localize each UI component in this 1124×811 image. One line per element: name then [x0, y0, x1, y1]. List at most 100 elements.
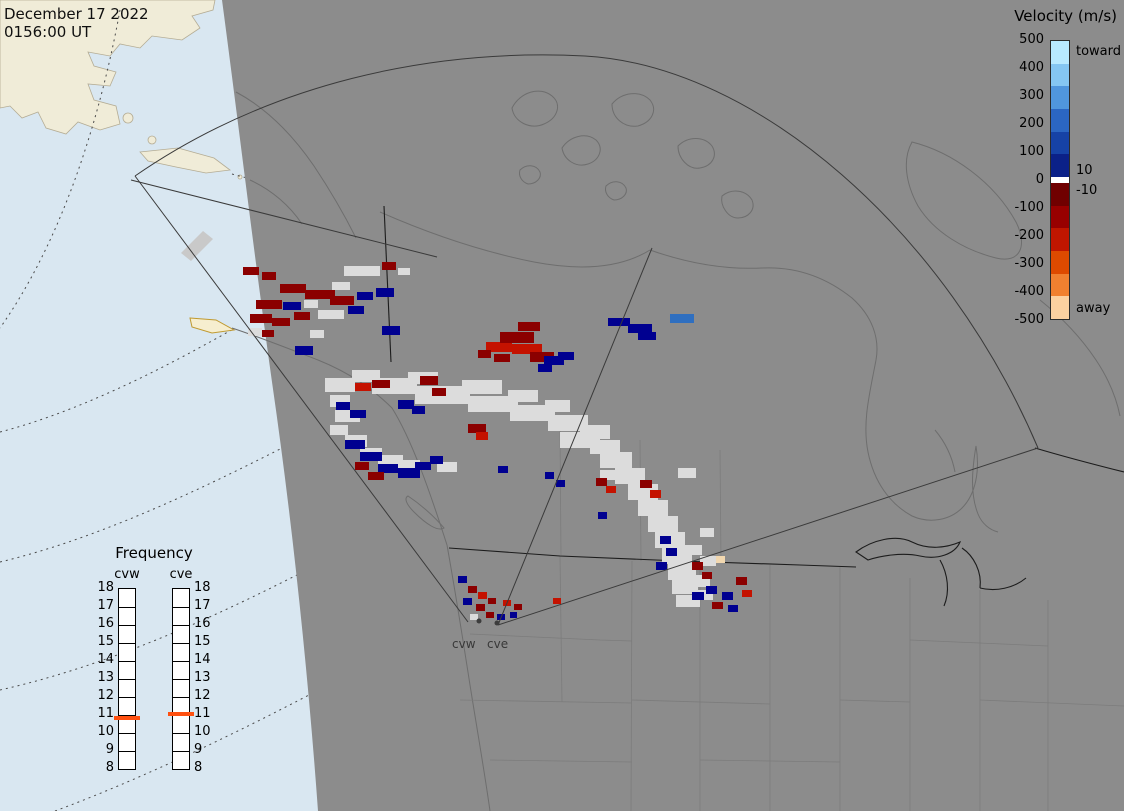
colorbar-segment — [1051, 205, 1069, 229]
echo-cell — [398, 460, 420, 470]
velocity-ticks: 500 400 300 200 100 0 -100 -200 -300 -400 -500 — [996, 32, 1044, 327]
echo-cell — [728, 605, 738, 612]
neg-threshold-label: -10 — [1076, 183, 1098, 198]
velocity-tick-label: 100 — [1019, 144, 1044, 159]
colorbar-segment — [1051, 63, 1069, 87]
echo-cell — [700, 528, 714, 537]
colorbar-segment — [1051, 86, 1069, 110]
echo-cell — [412, 406, 425, 414]
echo-cell — [638, 332, 656, 340]
offshore-echo-streak — [181, 231, 213, 261]
echo-cell — [432, 388, 446, 396]
echo-cell — [615, 468, 645, 484]
echo-cell — [336, 402, 350, 410]
echo-cell — [680, 545, 702, 555]
echo-cell — [702, 572, 712, 579]
echo-cell — [498, 466, 508, 473]
echo-cell — [678, 468, 696, 478]
away-label: away — [1076, 301, 1111, 316]
echo-cell — [700, 556, 716, 566]
echo-cell — [376, 288, 394, 297]
echo-cell — [606, 486, 616, 493]
echo-cell — [508, 390, 538, 402]
echo-cell — [294, 312, 310, 320]
timestamp-date: December 17 2022 — [4, 5, 149, 23]
velocity-tick-label: -200 — [1014, 228, 1044, 243]
echo-cell — [305, 290, 335, 299]
landmass-northwest — [0, 0, 257, 184]
echo-cell — [668, 564, 696, 580]
colorbar-segment — [1051, 183, 1069, 206]
echo-cell — [510, 612, 517, 618]
echo-cell — [558, 352, 574, 360]
echo-cell — [553, 598, 561, 604]
echo-cell — [398, 468, 420, 478]
colorbar-segment — [1051, 273, 1069, 297]
echo-cell — [648, 516, 678, 532]
echo-cell — [378, 464, 398, 473]
echo-cell — [382, 262, 396, 270]
echo-cell — [360, 452, 382, 461]
timestamp-time: 0156:00 UT — [4, 23, 92, 41]
echo-cell — [415, 462, 431, 470]
echo-cell — [348, 306, 364, 314]
echo-cell — [437, 462, 457, 472]
echo-cell — [344, 266, 380, 276]
echo-cell — [468, 396, 518, 412]
echo-cell — [556, 480, 565, 487]
echo-cell — [494, 354, 510, 362]
echo-cell — [545, 400, 570, 412]
velocity-tick-label: 400 — [1019, 60, 1044, 75]
radar-site-markers — [476, 618, 500, 626]
echo-cell — [250, 314, 272, 323]
echo-cell — [463, 598, 472, 605]
echo-cell — [656, 562, 667, 570]
echo-cell — [243, 267, 259, 275]
echo-cell — [666, 548, 677, 556]
echo-cell — [510, 405, 555, 421]
colorbar-zero-band — [1051, 177, 1069, 184]
echo-cell — [272, 318, 290, 326]
echo-cell — [608, 318, 630, 326]
echo-cell — [692, 562, 703, 570]
echo-cell — [325, 378, 355, 392]
echo-cell — [600, 452, 632, 468]
echo-cell — [478, 592, 487, 599]
echo-cell — [518, 322, 540, 331]
velocity-legend-title: Velocity (m/s) — [1014, 7, 1117, 25]
echo-cell — [486, 342, 512, 352]
echo-cell — [318, 310, 344, 319]
echo-cell — [660, 536, 671, 544]
colorbar-segment — [1051, 109, 1069, 132]
echo-cell — [590, 440, 620, 454]
echo-cell — [478, 350, 491, 358]
echo-cell — [280, 284, 306, 293]
velocity-tick-label: -300 — [1014, 256, 1044, 271]
radar-fov-outline — [130, 54, 1039, 626]
echo-cell — [295, 346, 313, 355]
echo-cell — [332, 282, 350, 290]
echo-cell — [538, 364, 552, 372]
echo-cell — [330, 296, 354, 305]
toward-label: toward — [1076, 44, 1122, 59]
echo-cell — [310, 330, 324, 338]
echo-cell — [638, 500, 668, 516]
echo-cell — [530, 352, 554, 362]
echo-cell — [628, 324, 652, 333]
velocity-tick-label: -500 — [1014, 312, 1044, 327]
velocity-tick-label: -100 — [1014, 200, 1044, 215]
echo-cell — [462, 380, 502, 394]
echo-cell — [695, 590, 713, 600]
echo-cell — [368, 472, 384, 480]
echo-cell — [600, 470, 620, 480]
echo-cell — [640, 480, 652, 488]
echo-cell — [262, 272, 276, 280]
map-region-background — [222, 0, 1124, 811]
echo-cell — [692, 592, 704, 600]
echo-cell — [476, 432, 488, 440]
echo-cell — [283, 302, 301, 310]
radar-site-label: cve — [487, 637, 509, 651]
